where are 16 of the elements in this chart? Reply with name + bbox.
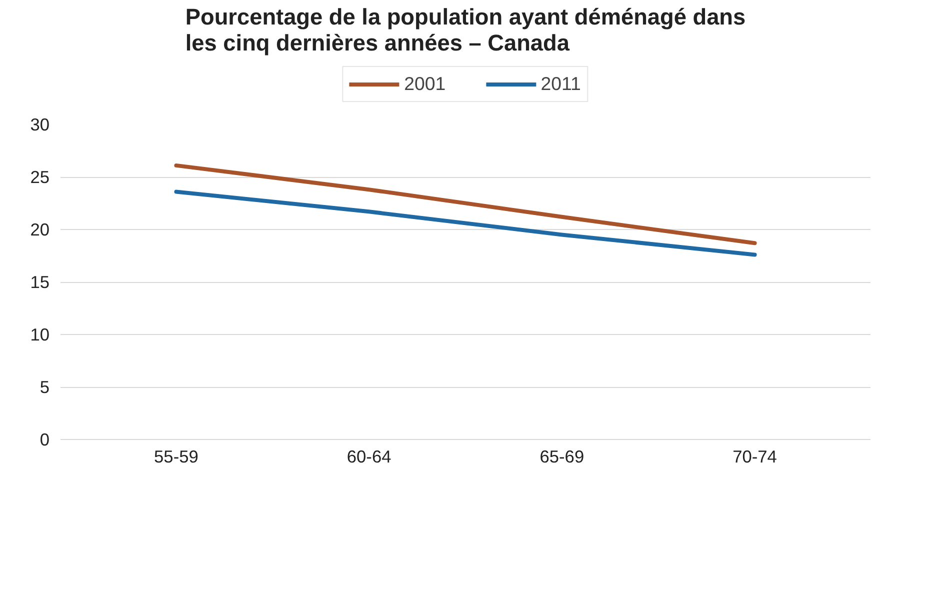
- chart-title: Pourcentage de la population ayant déménagé dans les cinq dernières années – Canada: [185, 4, 746, 56]
- y-tick-label: 10: [30, 324, 50, 344]
- y-tick-label: 15: [30, 272, 50, 292]
- line-series: [174, 163, 757, 246]
- x-tick-label: 55-59: [154, 446, 198, 466]
- y-tick-label: 0: [40, 430, 50, 450]
- y-tick-label: 30: [30, 114, 50, 134]
- legend-label: 2001: [404, 73, 446, 95]
- x-tick-label: 65-69: [540, 446, 584, 466]
- y-tick-label: 20: [30, 220, 50, 240]
- legend-label: 2011: [540, 73, 581, 95]
- line-series: [174, 190, 757, 257]
- y-tick-label: 5: [40, 377, 50, 397]
- y-tick-label: 25: [30, 167, 50, 187]
- x-tick-label: 60-64: [346, 446, 392, 466]
- x-tick-label: 70-74: [732, 446, 778, 466]
